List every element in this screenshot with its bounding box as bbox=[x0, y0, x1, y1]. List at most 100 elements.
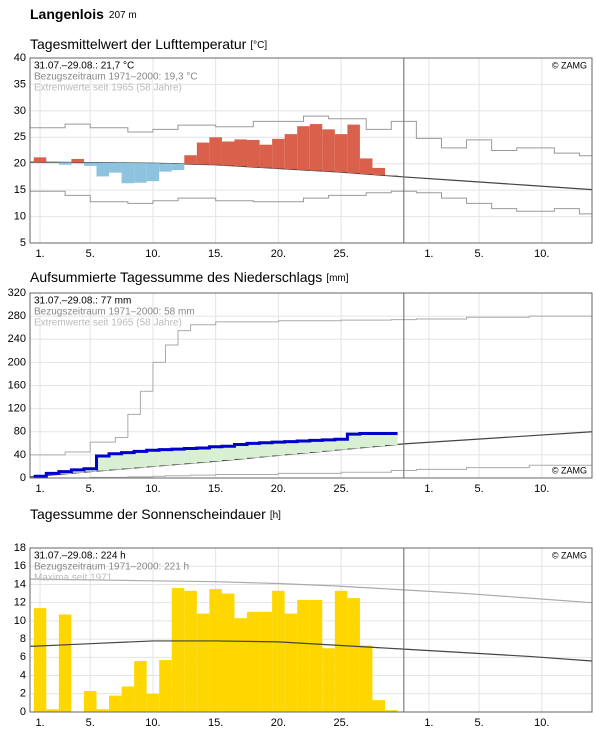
deviation-bar bbox=[284, 134, 298, 170]
title: Tagesmittelwert der Lufttemperatur bbox=[30, 36, 247, 52]
bar bbox=[259, 611, 273, 712]
plot-frame bbox=[29, 57, 593, 244]
deviation-area bbox=[209, 446, 222, 462]
deviation-bar bbox=[359, 158, 373, 175]
deviation-area bbox=[272, 442, 285, 456]
deviation-bar bbox=[234, 139, 248, 167]
line bbox=[29, 161, 593, 191]
deviation-area bbox=[385, 433, 398, 446]
y-tick-label: 120 bbox=[8, 403, 26, 415]
y-tick-label: 4 bbox=[20, 669, 26, 681]
x-tick-label: 15. bbox=[208, 248, 223, 260]
deviation-area bbox=[309, 440, 323, 452]
x-tick-label: 10. bbox=[534, 717, 549, 729]
bar bbox=[221, 593, 235, 712]
legend-entry: Extremwerte seit 1965 (58 Jahre) bbox=[34, 318, 182, 329]
deviation-area bbox=[171, 449, 185, 465]
deviation-bar bbox=[146, 163, 160, 182]
y-tick-label: 8 bbox=[20, 633, 26, 645]
deviation-area bbox=[221, 446, 235, 461]
title: Aufsummierte Tagessumme des Niederschlag… bbox=[30, 269, 322, 285]
deviation-area bbox=[322, 439, 335, 451]
legend-entry: Bezugszeitraum 1971–2000: 58 mm bbox=[34, 307, 195, 318]
deviation-bar bbox=[121, 162, 135, 184]
x-tick-label: 25. bbox=[333, 483, 348, 495]
sum-line bbox=[33, 431, 398, 478]
deviation-bar bbox=[334, 134, 348, 173]
x-tick-label: 5. bbox=[475, 248, 484, 260]
deviation-bar bbox=[272, 138, 285, 169]
bar bbox=[33, 608, 47, 712]
y-tick-label: 5 bbox=[20, 237, 26, 249]
legend-entry: Extremwerte seit 1965 (58 Jahre) bbox=[34, 83, 182, 94]
x-tick-label: 5. bbox=[86, 483, 95, 495]
altitude: 207 m bbox=[109, 10, 137, 21]
deviation-area bbox=[334, 439, 348, 450]
legend-entry: 31.07.–29.08.: 77 mm bbox=[34, 296, 131, 307]
x-tick-label: 15. bbox=[208, 483, 223, 495]
header: Langenlois 207 m bbox=[30, 6, 137, 22]
y-tick-label: 200 bbox=[8, 356, 26, 368]
legend-entry: Bezugszeitraum 1971–2000: 221 h bbox=[34, 562, 189, 573]
deviation-area bbox=[372, 433, 386, 447]
x-tick-label: 15. bbox=[208, 717, 223, 729]
deviation-area bbox=[259, 442, 273, 457]
deviation-bar bbox=[58, 162, 72, 165]
plot-frame bbox=[29, 292, 593, 479]
x-tick-label: 20. bbox=[271, 248, 286, 260]
bar bbox=[83, 691, 97, 712]
deviation-bar bbox=[83, 162, 97, 166]
bar bbox=[309, 599, 323, 712]
bar bbox=[109, 695, 122, 712]
deviation-area bbox=[134, 451, 147, 468]
x-tick-label: 1. bbox=[424, 717, 433, 729]
y-tick-label: 240 bbox=[8, 333, 26, 345]
y-tick-label: 30 bbox=[14, 105, 26, 117]
unit: [h] bbox=[270, 510, 281, 521]
credit: © ZAMG bbox=[552, 550, 587, 560]
bar bbox=[58, 614, 72, 712]
chart-title: Tagesmittelwert der Lufttemperatur [°C] bbox=[30, 36, 267, 52]
y-tick-label: 40 bbox=[14, 52, 26, 64]
x-tick-label: 5. bbox=[475, 717, 484, 729]
deviation-area bbox=[196, 447, 210, 463]
deviation-area bbox=[121, 452, 135, 469]
unit: [mm] bbox=[326, 273, 348, 284]
deviation-bar bbox=[184, 155, 197, 165]
deviation-bar bbox=[171, 163, 185, 171]
step-line bbox=[30, 463, 593, 479]
deviation-bar bbox=[259, 144, 273, 168]
deviation-bar bbox=[196, 142, 210, 165]
legend-entry: Maxima seit 1971 bbox=[34, 573, 113, 584]
legend-entry: 31.07.–29.08.: 224 h bbox=[34, 551, 126, 562]
deviation-area bbox=[234, 444, 248, 459]
x-tick-label: 10. bbox=[534, 248, 549, 260]
y-tick-label: 16 bbox=[14, 560, 26, 572]
x-tick-label: 10. bbox=[534, 483, 549, 495]
deviation-area bbox=[284, 441, 298, 455]
y-tick-label: 0 bbox=[20, 706, 26, 718]
bar bbox=[284, 613, 298, 712]
y-tick-label: 160 bbox=[8, 379, 26, 391]
y-tick-label: 320 bbox=[8, 287, 26, 299]
station: Langenlois bbox=[30, 6, 104, 22]
deviation-area bbox=[159, 449, 172, 466]
deviation-bar bbox=[209, 137, 222, 165]
bar bbox=[134, 660, 147, 712]
deviation-bar bbox=[247, 139, 260, 167]
bar bbox=[385, 710, 398, 712]
y-tick-label: 18 bbox=[14, 542, 26, 554]
bar bbox=[209, 589, 222, 712]
y-tick-label: 35 bbox=[14, 78, 26, 90]
deviation-bar bbox=[134, 163, 147, 183]
deviation-area bbox=[109, 453, 122, 470]
bar bbox=[159, 660, 172, 712]
deviation-area bbox=[359, 433, 373, 448]
plot-frame bbox=[29, 547, 593, 713]
y-tick-label: 2 bbox=[20, 688, 26, 700]
y-tick-label: 40 bbox=[14, 449, 26, 461]
y-tick-label: 15 bbox=[14, 184, 26, 196]
bar bbox=[196, 613, 210, 712]
deviation-bar bbox=[159, 163, 172, 172]
